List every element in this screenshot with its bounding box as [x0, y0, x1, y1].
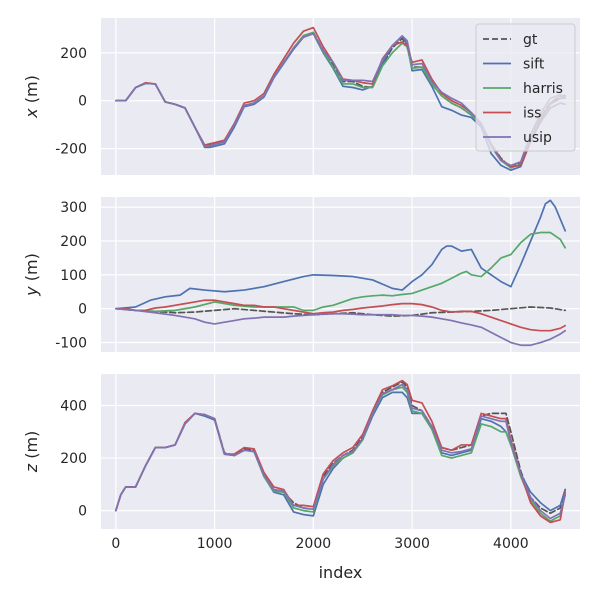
- legend-label-usip: usip: [523, 130, 552, 146]
- series-line-usip: [114, 383, 567, 520]
- y-axis-label: x (m): [22, 75, 41, 119]
- y-axis-label: y (m): [22, 253, 41, 297]
- y-axis-label: z (m): [22, 431, 41, 474]
- panel-z: 0 1000 2000 3000 4000 0 200 400 z (m): [22, 374, 580, 552]
- y-tick-label: -100: [55, 336, 87, 352]
- series-line-sift: [114, 199, 567, 310]
- x-tick-label: 4000: [493, 536, 529, 552]
- y-tick-label: -200: [55, 142, 87, 158]
- legend-box: [475, 23, 576, 152]
- legend: gt sift harris iss usip: [475, 23, 576, 152]
- y-tick-label: 0: [78, 94, 87, 110]
- legend-label-gt: gt: [523, 32, 538, 48]
- y-tick-label: 200: [60, 46, 87, 62]
- legend-label-sift: sift: [523, 57, 545, 73]
- x-axis-label: index: [319, 563, 363, 582]
- plot-area: [101, 374, 580, 529]
- x-tick-label: 2000: [296, 536, 332, 552]
- series-line-usip: [114, 307, 567, 347]
- y-tick-label: 300: [60, 200, 87, 216]
- panel-y: -100 0 100 200 300 y (m): [22, 197, 580, 352]
- x-tick-label: 3000: [394, 536, 430, 552]
- legend-label-harris: harris: [523, 81, 563, 97]
- x-tick-label: 0: [111, 536, 120, 552]
- series-group: [114, 199, 567, 347]
- series-line-harris: [114, 231, 567, 313]
- y-tick-label: 200: [60, 234, 87, 250]
- y-tick-label: 0: [78, 504, 87, 520]
- y-tick-label: 0: [78, 302, 87, 318]
- series-group: [114, 379, 567, 524]
- y-tick-label: 400: [60, 399, 87, 415]
- y-tick-label: 200: [60, 451, 87, 467]
- x-tick-label: 1000: [197, 536, 233, 552]
- series-line-iss: [114, 299, 567, 332]
- legend-label-iss: iss: [523, 106, 541, 122]
- y-tick-label: 100: [60, 268, 87, 284]
